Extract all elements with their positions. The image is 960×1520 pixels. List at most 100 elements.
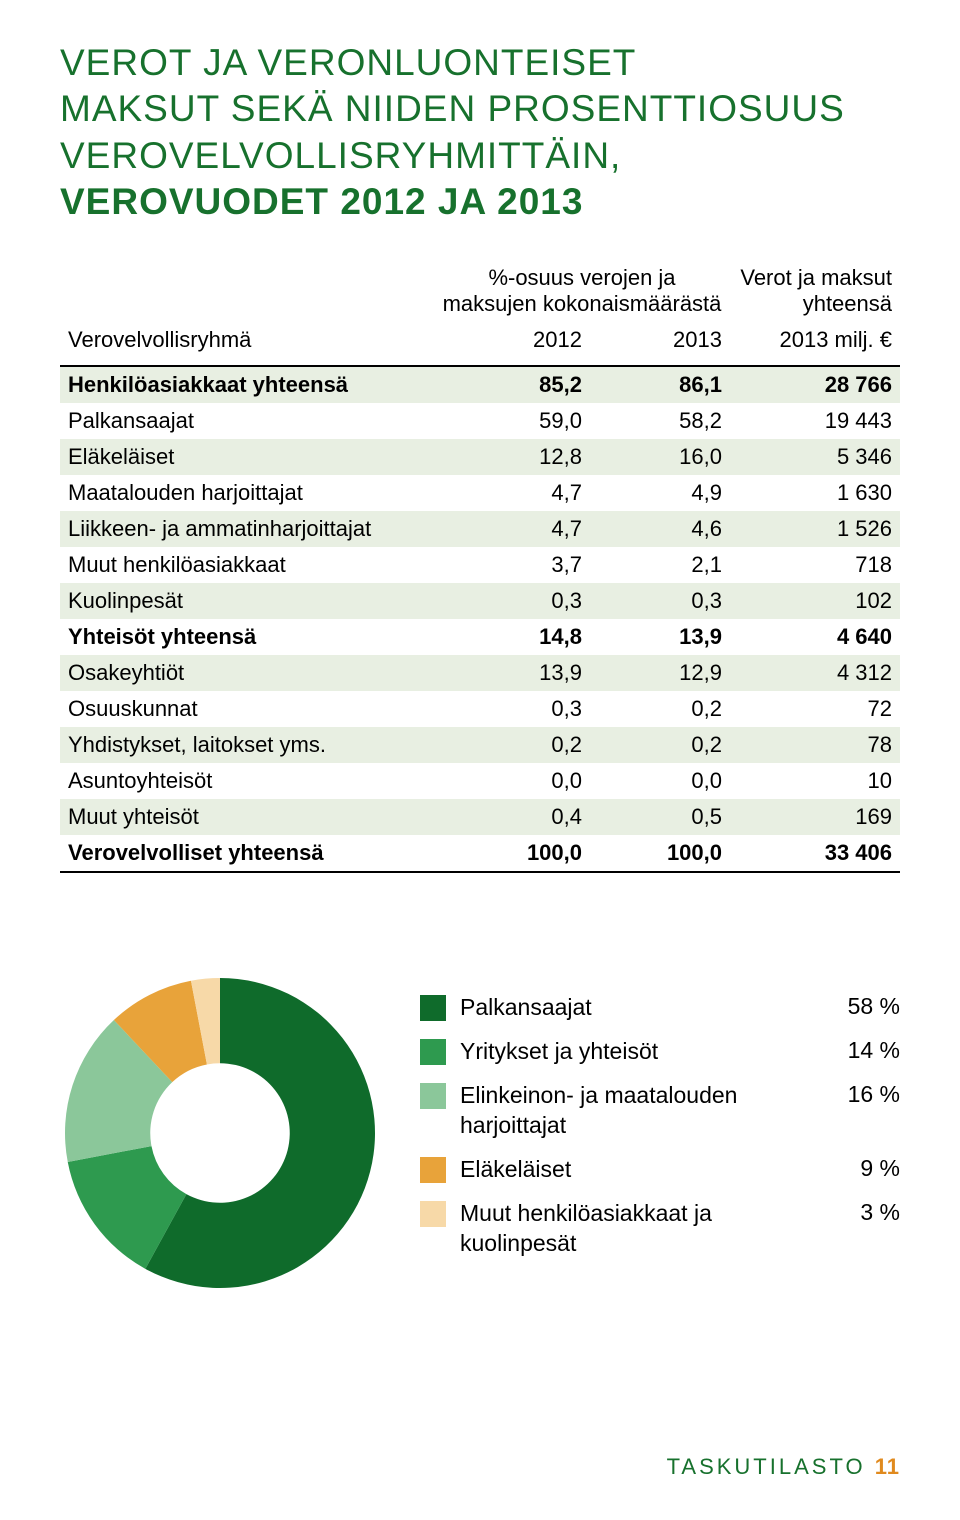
col-header-total: 2013 milj. € <box>722 327 892 353</box>
row-2013: 13,9 <box>582 624 722 650</box>
table-group-header: %-osuus verojen ja maksujen kokonaismäär… <box>60 265 900 321</box>
legend-label: Elinkeinon- ja maatalouden harjoittajat <box>460 1081 820 1141</box>
legend-value: 9 % <box>820 1155 900 1182</box>
row-2012: 14,8 <box>442 624 582 650</box>
table-row: Eläkeläiset12,816,05 346 <box>60 439 900 475</box>
row-2013: 100,0 <box>582 840 722 866</box>
legend-item: Palkansaajat58 % <box>420 993 900 1023</box>
legend-swatch <box>420 1157 446 1183</box>
row-2012: 59,0 <box>442 408 582 434</box>
col-header-label: Verovelvollisryhmä <box>68 327 442 353</box>
row-label: Asuntoyhteisöt <box>68 768 442 794</box>
row-label: Maatalouden harjoittajat <box>68 480 442 506</box>
row-label: Yhdistykset, laitokset yms. <box>68 732 442 758</box>
row-total: 72 <box>722 696 892 722</box>
row-label: Muut yhteisöt <box>68 804 442 830</box>
legend-swatch <box>420 1201 446 1227</box>
col-header-2013: 2013 <box>582 327 722 353</box>
table-row: Yhteisöt yhteensä14,813,94 640 <box>60 619 900 655</box>
table-row: Muut yhteisöt0,40,5169 <box>60 799 900 835</box>
row-2012: 100,0 <box>442 840 582 866</box>
legend-label: Palkansaajat <box>460 993 820 1023</box>
legend-item: Elinkeinon- ja maatalouden harjoittajat1… <box>420 1081 900 1141</box>
row-2013: 4,9 <box>582 480 722 506</box>
row-2012: 4,7 <box>442 480 582 506</box>
page-title: VEROT JA VERONLUONTEISET MAKSUT SEKÄ NII… <box>60 40 900 225</box>
title-line-2: MAKSUT SEKÄ NIIDEN PROSENTTIOSUUS <box>60 86 900 132</box>
row-2013: 12,9 <box>582 660 722 686</box>
row-total: 102 <box>722 588 892 614</box>
legend-item: Yritykset ja yhteisöt14 % <box>420 1037 900 1067</box>
row-total: 5 346 <box>722 444 892 470</box>
legend-value: 14 % <box>820 1037 900 1064</box>
row-2013: 0,2 <box>582 732 722 758</box>
row-2012: 3,7 <box>442 552 582 578</box>
col-header-2012: 2012 <box>442 327 582 353</box>
chart-legend: Palkansaajat58 %Yritykset ja yhteisöt14 … <box>420 993 900 1272</box>
row-label: Yhteisöt yhteensä <box>68 624 442 650</box>
row-total: 4 312 <box>722 660 892 686</box>
table-rule-bottom <box>60 871 900 873</box>
row-label: Kuolinpesät <box>68 588 442 614</box>
row-total: 10 <box>722 768 892 794</box>
table-row: Asuntoyhteisöt0,00,010 <box>60 763 900 799</box>
row-2013: 86,1 <box>582 372 722 398</box>
row-label: Henkilöasiakkaat yhteensä <box>68 372 442 398</box>
table-row: Maatalouden harjoittajat4,74,91 630 <box>60 475 900 511</box>
row-2013: 4,6 <box>582 516 722 542</box>
footer-page-number: 11 <box>875 1454 900 1479</box>
row-2013: 0,0 <box>582 768 722 794</box>
table-row: Liikkeen- ja ammatinharjoittajat4,74,61 … <box>60 511 900 547</box>
col-group-right: Verot ja maksut yhteensä <box>722 265 892 317</box>
legend-item: Muut henkilöasiakkaat ja kuolinpesät3 % <box>420 1199 900 1259</box>
row-total: 169 <box>722 804 892 830</box>
legend-label: Yritykset ja yhteisöt <box>460 1037 820 1067</box>
page-footer: TASKUTILASTO 11 <box>667 1454 900 1480</box>
table-row: Verovelvolliset yhteensä100,0100,033 406 <box>60 835 900 871</box>
row-label: Osuuskunnat <box>68 696 442 722</box>
row-2013: 0,3 <box>582 588 722 614</box>
row-total: 33 406 <box>722 840 892 866</box>
row-2012: 85,2 <box>442 372 582 398</box>
row-total: 78 <box>722 732 892 758</box>
row-2012: 13,9 <box>442 660 582 686</box>
legend-swatch <box>420 1083 446 1109</box>
title-line-3: VEROVELVOLLISRYHMITTÄIN, <box>60 133 900 179</box>
row-total: 19 443 <box>722 408 892 434</box>
row-2012: 12,8 <box>442 444 582 470</box>
row-2012: 0,2 <box>442 732 582 758</box>
legend-value: 16 % <box>820 1081 900 1108</box>
legend-label: Eläkeläiset <box>460 1155 820 1185</box>
row-2013: 0,5 <box>582 804 722 830</box>
row-label: Liikkeen- ja ammatinharjoittajat <box>68 516 442 542</box>
title-line-4: VEROVUODET 2012 JA 2013 <box>60 179 900 225</box>
row-total: 4 640 <box>722 624 892 650</box>
row-2012: 4,7 <box>442 516 582 542</box>
row-label: Palkansaajat <box>68 408 442 434</box>
legend-value: 58 % <box>820 993 900 1020</box>
table-row: Osakeyhtiöt13,912,94 312 <box>60 655 900 691</box>
row-2012: 0,0 <box>442 768 582 794</box>
legend-label: Muut henkilöasiakkaat ja kuolinpesät <box>460 1199 820 1259</box>
legend-item: Eläkeläiset9 % <box>420 1155 900 1185</box>
row-total: 718 <box>722 552 892 578</box>
footer-text: TASKUTILASTO <box>667 1454 866 1479</box>
row-2013: 2,1 <box>582 552 722 578</box>
table-row: Henkilöasiakkaat yhteensä85,286,128 766 <box>60 367 900 403</box>
title-line-1: VEROT JA VERONLUONTEISET <box>60 40 900 86</box>
row-label: Osakeyhtiöt <box>68 660 442 686</box>
row-2012: 0,4 <box>442 804 582 830</box>
table-row: Muut henkilöasiakkaat3,72,1718 <box>60 547 900 583</box>
row-label: Verovelvolliset yhteensä <box>68 840 442 866</box>
legend-swatch <box>420 995 446 1021</box>
table-body: Henkilöasiakkaat yhteensä85,286,128 766P… <box>60 367 900 871</box>
donut-chart <box>60 973 380 1293</box>
row-2013: 0,2 <box>582 696 722 722</box>
row-2013: 16,0 <box>582 444 722 470</box>
table-column-header: Verovelvollisryhmä 2012 2013 2013 milj. … <box>60 321 900 361</box>
row-total: 1 526 <box>722 516 892 542</box>
data-table: %-osuus verojen ja maksujen kokonaismäär… <box>60 265 900 873</box>
row-label: Muut henkilöasiakkaat <box>68 552 442 578</box>
col-group-mid: %-osuus verojen ja maksujen kokonaismäär… <box>442 265 722 317</box>
table-row: Palkansaajat59,058,219 443 <box>60 403 900 439</box>
